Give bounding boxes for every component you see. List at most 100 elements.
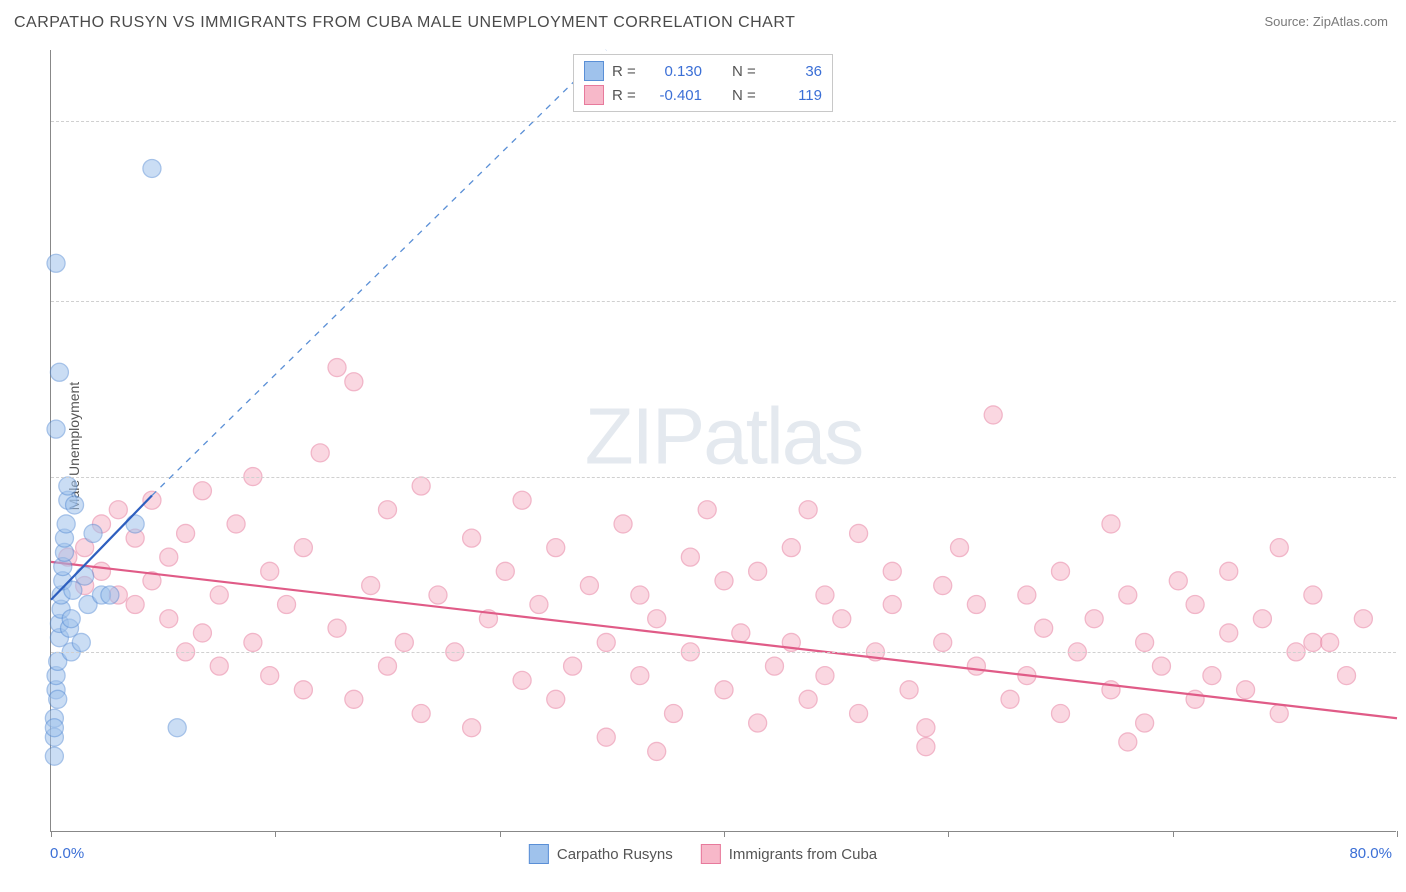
legend-item-cuba: Immigrants from Cuba [701,844,877,864]
scatter-point-cuba [328,359,346,377]
scatter-point-cuba [1018,586,1036,604]
scatter-point-cuba [463,719,481,737]
scatter-point-carpatho [45,719,63,737]
scatter-point-cuba [530,596,548,614]
scatter-point-cuba [126,596,144,614]
scatter-point-cuba [850,705,868,723]
y-tick-label: 7.5% [1401,468,1406,485]
scatter-point-carpatho [47,254,65,272]
n-label: N = [732,63,758,80]
r-value-carpatho: 0.130 [646,63,702,80]
scatter-point-cuba [109,501,127,519]
scatter-point-cuba [210,657,228,675]
scatter-point-cuba [850,524,868,542]
trend-line-extrapolated-carpatho [152,50,606,496]
series-legend: Carpatho Rusyns Immigrants from Cuba [529,844,877,864]
scatter-point-cuba [244,633,262,651]
scatter-point-cuba [1203,667,1221,685]
scatter-point-cuba [412,705,430,723]
scatter-point-cuba [765,657,783,675]
scatter-point-carpatho [62,610,80,628]
scatter-point-cuba [816,586,834,604]
scatter-point-cuba [597,728,615,746]
scatter-point-carpatho [76,567,94,585]
scatter-point-cuba [160,610,178,628]
scatter-point-cuba [193,482,211,500]
scatter-point-cuba [648,610,666,628]
scatter-point-carpatho [49,690,67,708]
scatter-point-cuba [883,596,901,614]
scatter-point-cuba [1270,539,1288,557]
scatter-point-cuba [1052,562,1070,580]
swatch-carpatho [584,61,604,81]
scatter-point-carpatho [66,496,84,514]
stats-row-carpatho: R =0.130N =36 [584,59,822,83]
scatter-point-cuba [1270,705,1288,723]
scatter-point-cuba [1253,610,1271,628]
scatter-point-cuba [984,406,1002,424]
scatter-point-carpatho [84,524,102,542]
y-tick-label: 11.2% [1401,293,1406,310]
scatter-point-cuba [1119,586,1137,604]
scatter-point-cuba [412,477,430,495]
scatter-point-cuba [967,596,985,614]
swatch-cuba [701,844,721,864]
scatter-point-cuba [379,501,397,519]
scatter-point-cuba [143,491,161,509]
scatter-point-carpatho [72,633,90,651]
x-tick-mark [500,831,501,837]
scatter-point-cuba [1035,619,1053,637]
scatter-point-cuba [1052,705,1070,723]
scatter-point-cuba [311,444,329,462]
scatter-point-cuba [833,610,851,628]
scatter-point-carpatho [47,420,65,438]
x-tick-mark [1173,831,1174,837]
source-attribution: Source: ZipAtlas.com [1264,14,1388,29]
scatter-point-cuba [597,633,615,651]
scatter-point-cuba [1169,572,1187,590]
scatter-point-cuba [496,562,514,580]
legend-label-cuba: Immigrants from Cuba [729,846,877,863]
scatter-point-cuba [547,690,565,708]
scatter-point-cuba [345,690,363,708]
scatter-point-carpatho [126,515,144,533]
stats-row-cuba: R =-0.401N =119 [584,83,822,107]
scatter-point-cuba [1136,714,1154,732]
scatter-point-cuba [362,577,380,595]
scatter-point-cuba [1321,633,1339,651]
scatter-point-cuba [580,577,598,595]
n-label: N = [732,87,758,104]
scatter-svg [51,50,1396,831]
gridline-horizontal [51,652,1396,653]
scatter-point-cuba [799,501,817,519]
scatter-point-cuba [883,562,901,580]
scatter-point-cuba [614,515,632,533]
scatter-point-cuba [799,690,817,708]
scatter-point-cuba [782,539,800,557]
scatter-point-cuba [631,586,649,604]
x-tick-mark [948,831,949,837]
scatter-point-cuba [967,657,985,675]
scatter-point-cuba [934,633,952,651]
scatter-point-cuba [749,562,767,580]
n-value-cuba: 119 [766,87,822,104]
scatter-point-cuba [1220,624,1238,642]
scatter-point-cuba [193,624,211,642]
r-label: R = [612,87,638,104]
x-tick-mark [724,831,725,837]
swatch-carpatho [529,844,549,864]
scatter-point-cuba [547,539,565,557]
x-tick-mark [275,831,276,837]
scatter-point-cuba [1001,690,1019,708]
scatter-point-carpatho [59,477,77,495]
scatter-point-cuba [732,624,750,642]
scatter-point-cuba [513,671,531,689]
scatter-point-carpatho [143,159,161,177]
scatter-point-cuba [648,742,666,760]
y-tick-label: 15.0% [1401,113,1406,130]
scatter-point-cuba [1119,733,1137,751]
legend-label-carpatho: Carpatho Rusyns [557,846,673,863]
scatter-point-cuba [715,572,733,590]
scatter-point-cuba [92,562,110,580]
scatter-point-cuba [395,633,413,651]
